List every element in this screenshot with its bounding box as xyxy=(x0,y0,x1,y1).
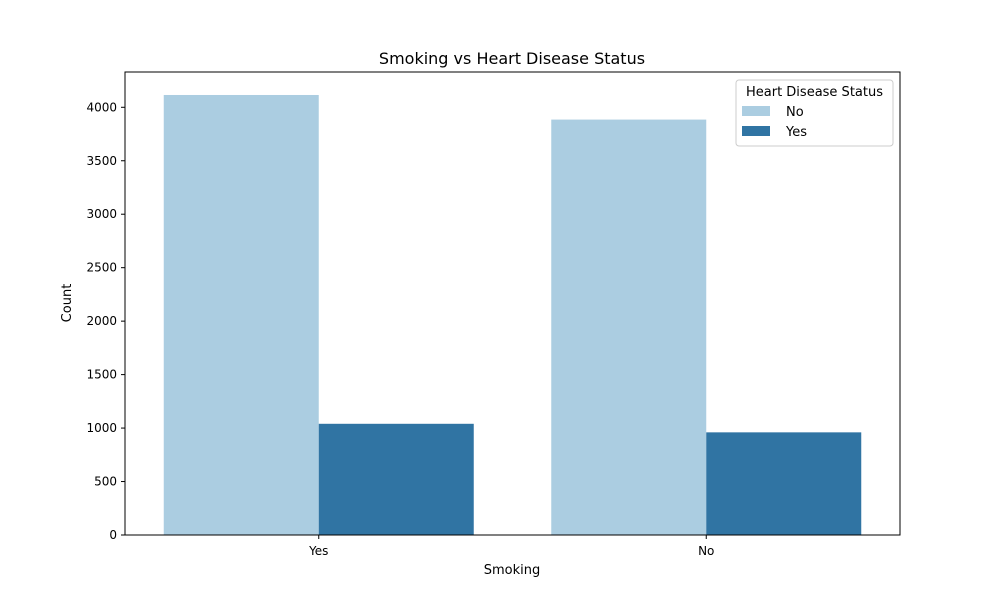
bar-yes-no xyxy=(163,94,319,535)
legend-swatch-no xyxy=(742,106,770,116)
legend-box xyxy=(735,79,894,147)
bar-yes-yes xyxy=(318,423,474,535)
legend-label-no: No xyxy=(786,105,804,120)
y-tick-label: 2000 xyxy=(86,314,117,328)
bar-no-no xyxy=(551,119,707,536)
y-tick-label: 3500 xyxy=(86,154,117,168)
y-tick-label: 1500 xyxy=(86,368,117,382)
y-axis-label: Count xyxy=(60,284,75,323)
y-tick-label: 1000 xyxy=(86,421,117,435)
x-tick-label: Yes xyxy=(308,544,328,558)
y-tick-label: 3000 xyxy=(86,207,117,221)
chart-title: Smoking vs Heart Disease Status xyxy=(379,49,645,68)
x-tick-label: No xyxy=(698,544,714,558)
legend-title: Heart Disease Status xyxy=(746,85,883,100)
plot-frame xyxy=(124,71,901,536)
legend: Heart Disease Status No Yes xyxy=(735,79,894,147)
y-tick-label: 2500 xyxy=(86,261,117,275)
y-tick-label: 0 xyxy=(109,528,117,542)
axes-layer: Yes No 0 500 1000 1500 2000 2500 3000 3500 4000 xyxy=(86,71,901,558)
bars-layer xyxy=(163,94,862,536)
y-tick-label: 4000 xyxy=(86,100,117,114)
bar-no-yes xyxy=(706,432,862,535)
legend-swatch-yes xyxy=(742,126,770,136)
y-tick-label: 500 xyxy=(94,475,117,489)
x-axis-label: Smoking xyxy=(484,563,541,578)
legend-label-yes: Yes xyxy=(785,125,807,140)
